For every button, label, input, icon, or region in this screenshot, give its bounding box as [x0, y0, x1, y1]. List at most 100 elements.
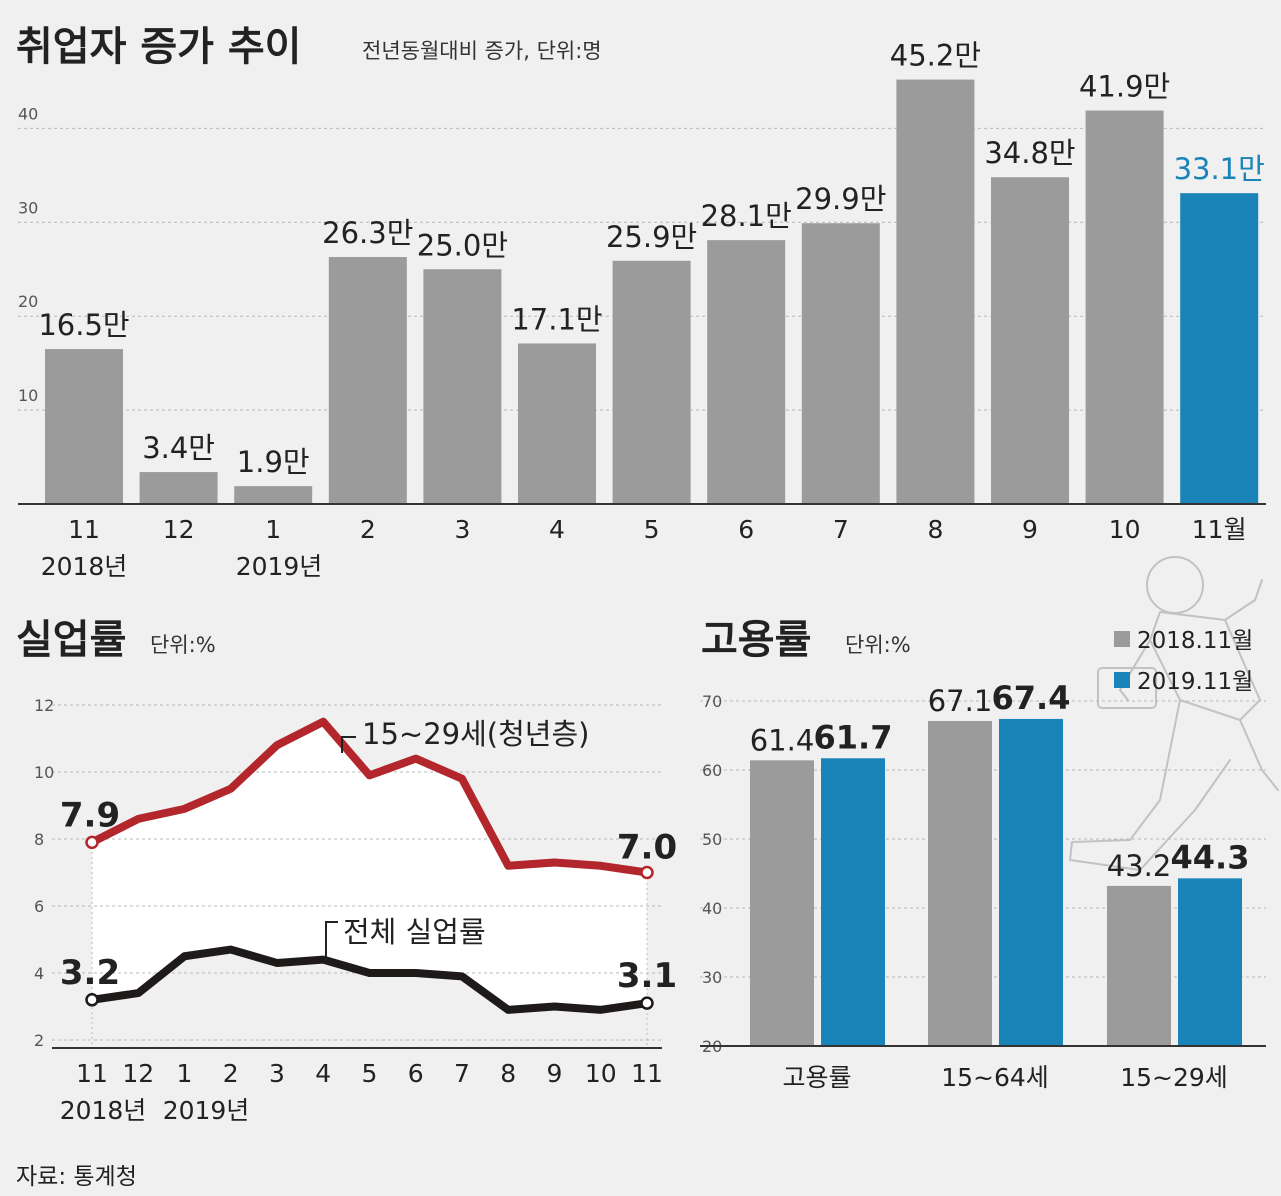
total-start-marker — [85, 993, 99, 1007]
youth-end-marker — [640, 865, 654, 880]
chart3-bar-value-label: 61.4 — [750, 723, 815, 757]
chart1-bar-value-label: 41.9만 — [1079, 70, 1170, 104]
chart2-x-tick-label: 9 — [547, 1059, 563, 1088]
chart1-bar-value-label: 3.4만 — [142, 431, 215, 465]
chart2-x-tick-label: 10 — [585, 1059, 617, 1088]
total-end-marker — [640, 996, 654, 1010]
chart2-y-tick-label: 2 — [34, 1031, 44, 1050]
chart3-bar-value-label: 43.2 — [1107, 849, 1172, 883]
chart1-bar — [1180, 193, 1259, 505]
chart2-area-fill — [92, 721, 647, 1010]
chart2-year-label-2019: 2019년 — [163, 1096, 250, 1125]
chart2-x-tick-label: 2 — [223, 1059, 239, 1088]
chart1-title: 취업자 증가 추이 — [16, 24, 301, 70]
chart1-bar-value-label: 33.1만 — [1174, 152, 1265, 186]
chart3-y-tick-label: 70 — [702, 692, 722, 711]
chart1-bar-value-label: 29.9만 — [795, 182, 886, 216]
chart1-bar — [139, 472, 218, 504]
chart1-bar-value-label: 45.2만 — [890, 39, 981, 73]
chart3-y-tick-label: 60 — [702, 761, 722, 780]
chart1-bar — [991, 177, 1069, 504]
chart3-bar-value-label: 61.7 — [814, 718, 893, 756]
chart2-subtitle: 단위:% — [150, 633, 216, 657]
chart2-x-tick-label: 5 — [362, 1059, 378, 1088]
employment-increase-chart: 취업자 증가 추이 전년동월대비 증가, 단위:명 10 20 30 40 16.5만… — [16, 24, 1266, 581]
chart2-y-tick-label: 10 — [34, 763, 54, 782]
chart3-bar-2018 — [1107, 885, 1171, 1046]
chart1-x-tick-label: 6 — [738, 515, 754, 544]
chart1-bar-value-label: 16.5만 — [38, 308, 129, 342]
chart2-x-tick-label: 11 — [631, 1059, 663, 1088]
chart2-y-tick-label: 8 — [34, 830, 44, 849]
chart2-x-tick-label: 11 — [76, 1059, 108, 1088]
youth-end-value-label: 7.0 — [617, 828, 677, 868]
youth-start-value-label: 7.9 — [60, 795, 120, 835]
chart1-year-label-2018: 2018년 — [41, 552, 128, 581]
chart3-legend: 2018.11월 2019.11월 — [1114, 628, 1253, 695]
chart3-x-tick-label: 15~64세 — [941, 1063, 1049, 1092]
legend-swatch-2018 — [1114, 631, 1130, 647]
chart2-gridlines: 2 4 6 8 10 12 — [34, 696, 662, 1050]
chart1-x-tick-label: 4 — [549, 515, 565, 544]
legend-swatch-2019 — [1114, 672, 1130, 688]
chart1-bar-value-label: 25.9만 — [606, 220, 697, 254]
chart1-bar — [518, 343, 596, 504]
chart2-y-tick-label: 12 — [34, 696, 54, 715]
chart2-youth-callout: 15~29세(청년층) — [341, 717, 589, 753]
chart1-bar-value-label: 1.9만 — [237, 445, 310, 479]
source-note: 자료: 통계청 — [16, 1164, 137, 1190]
employment-rate-chart: 고용률 단위:% 2018.11월 2019.11월 203040506070 … — [700, 617, 1266, 1092]
chart1-subtitle: 전년동월대비 증가, 단위:명 — [362, 39, 602, 63]
chart3-bar-2018 — [750, 760, 814, 1046]
chart2-x-tick-label: 4 — [315, 1059, 331, 1088]
chart1-bar — [707, 240, 786, 505]
series-label-total: 전체 실업률 — [343, 915, 486, 949]
chart2-y-tick-label: 4 — [34, 964, 44, 983]
chart1-bar-value-label: 34.8만 — [984, 136, 1075, 170]
chart3-y-tick-label: 50 — [702, 830, 722, 849]
chart1-x-tick-label: 5 — [644, 515, 660, 544]
chart2-x-tick-label: 7 — [454, 1059, 470, 1088]
chart1-y-tick-label: 10 — [18, 386, 38, 405]
chart3-bar-2019 — [821, 758, 885, 1046]
chart1-x-tick-label: 9 — [1022, 515, 1038, 544]
chart3-bar-2019 — [999, 718, 1063, 1046]
chart3-bar-2019 — [1178, 878, 1242, 1046]
chart1-x-tick-label: 11월 — [1192, 515, 1247, 544]
chart1-bar-value-label: 26.3만 — [322, 216, 413, 250]
chart3-x-tick-label: 15~29세 — [1120, 1063, 1228, 1092]
chart3-subtitle: 단위:% — [845, 633, 911, 657]
total-start-value-label: 3.2 — [60, 953, 120, 993]
chart3-title: 고용률 — [701, 617, 811, 663]
chart2-y-tick-label: 6 — [34, 897, 44, 916]
chart1-bar — [801, 223, 880, 504]
chart3-bars: 61.4 61.7 67.1 67.4 43.2 44.3 — [750, 679, 1249, 1046]
chart1-x-tick-label: 11 — [68, 515, 100, 544]
chart2-x-axis-labels: 11 12 1 2 3 4 5 6 7 8 9 10 11 — [76, 1059, 663, 1088]
chart3-y-tick-label: 40 — [702, 899, 722, 918]
chart1-x-axis-labels: 11 12 1 2 3 4 5 6 7 8 9 10 11월 — [68, 515, 1247, 544]
chart1-x-tick-label: 10 — [1109, 515, 1141, 544]
chart1-year-label-2019: 2019년 — [236, 552, 323, 581]
chart3-bar-2018 — [928, 721, 992, 1046]
chart1-bar — [45, 349, 123, 504]
chart3-x-tick-label: 고용률 — [782, 1063, 851, 1092]
running-man-illustration — [1069, 556, 1279, 871]
chart2-x-tick-label: 12 — [122, 1059, 154, 1088]
chart1-bar-value-label: 17.1만 — [511, 302, 602, 336]
chart3-y-tick-label: 30 — [702, 968, 722, 987]
chart2-end-value-labels: 7.9 7.0 3.2 3.1 — [60, 795, 677, 996]
chart2-x-tick-label: 8 — [500, 1059, 516, 1088]
chart2-year-label-2018: 2018년 — [60, 1096, 147, 1125]
chart3-x-axis-labels: 고용률 15~64세 15~29세 — [782, 1063, 1227, 1092]
chart2-x-tick-label: 3 — [269, 1059, 285, 1088]
chart1-x-tick-label: 8 — [927, 515, 943, 544]
chart1-bar — [1085, 110, 1164, 505]
chart2-series-lines — [85, 717, 654, 1014]
total-end-value-label: 3.1 — [617, 956, 677, 996]
series-label-youth: 15~29세(청년층) — [362, 717, 589, 751]
chart1-y-tick-label: 40 — [18, 104, 38, 123]
